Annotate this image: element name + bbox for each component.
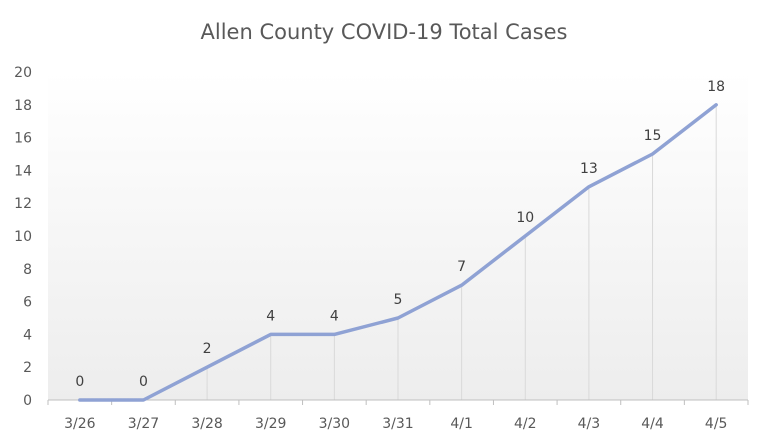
x-tick-label: 3/29: [255, 416, 286, 432]
x-tick-label: 3/30: [319, 416, 350, 432]
y-tick-label: 2: [23, 360, 32, 376]
y-tick-label: 6: [23, 295, 32, 311]
y-tick-label: 0: [23, 393, 32, 409]
drop-lines: [206, 104, 717, 400]
y-tick-label: 16: [14, 131, 32, 147]
x-tick-label: 4/1: [450, 416, 473, 432]
chart-title: Allen County COVID-19 Total Cases: [200, 20, 568, 44]
data-label: 7: [457, 259, 466, 275]
data-label: 4: [330, 308, 339, 324]
y-tick-label: 18: [14, 98, 32, 114]
y-tick-label: 8: [23, 262, 32, 278]
x-axis: 3/26 3/27 3/28 3/29 3/30 3/31 4/1 4/2 4/3 4/4 4/5: [47, 400, 749, 432]
y-tick-label: 20: [14, 65, 32, 81]
data-label: 18: [707, 79, 725, 95]
data-label: 4: [266, 308, 275, 324]
data-label: 0: [75, 374, 84, 390]
data-label: 15: [644, 128, 662, 144]
data-label: 13: [580, 161, 598, 177]
y-tick-label: 10: [14, 229, 32, 245]
x-tick-label: 4/4: [641, 416, 664, 432]
y-tick-label: 4: [23, 327, 32, 343]
x-tick-label: 3/27: [128, 416, 159, 432]
series-line: [78, 103, 718, 402]
x-tick-label: 4/3: [578, 416, 601, 432]
data-label: 2: [203, 341, 212, 357]
y-axis: 0 2 4 6 8 10 12 14 16 18 20: [14, 65, 32, 409]
x-tick-label: 4/5: [705, 416, 728, 432]
data-label: 0: [139, 374, 148, 390]
data-label: 10: [516, 210, 534, 226]
x-tick-label: 3/26: [64, 416, 96, 432]
x-tick-label: 3/31: [382, 416, 413, 432]
x-tick-label: 3/28: [191, 416, 222, 432]
x-tick-label: 4/2: [514, 416, 537, 432]
data-label: 5: [394, 292, 403, 308]
y-tick-label: 12: [14, 196, 32, 212]
y-tick-label: 14: [14, 163, 32, 179]
data-labels: 0 0 2 4 4 5 7 10 13 15 18: [75, 79, 725, 390]
